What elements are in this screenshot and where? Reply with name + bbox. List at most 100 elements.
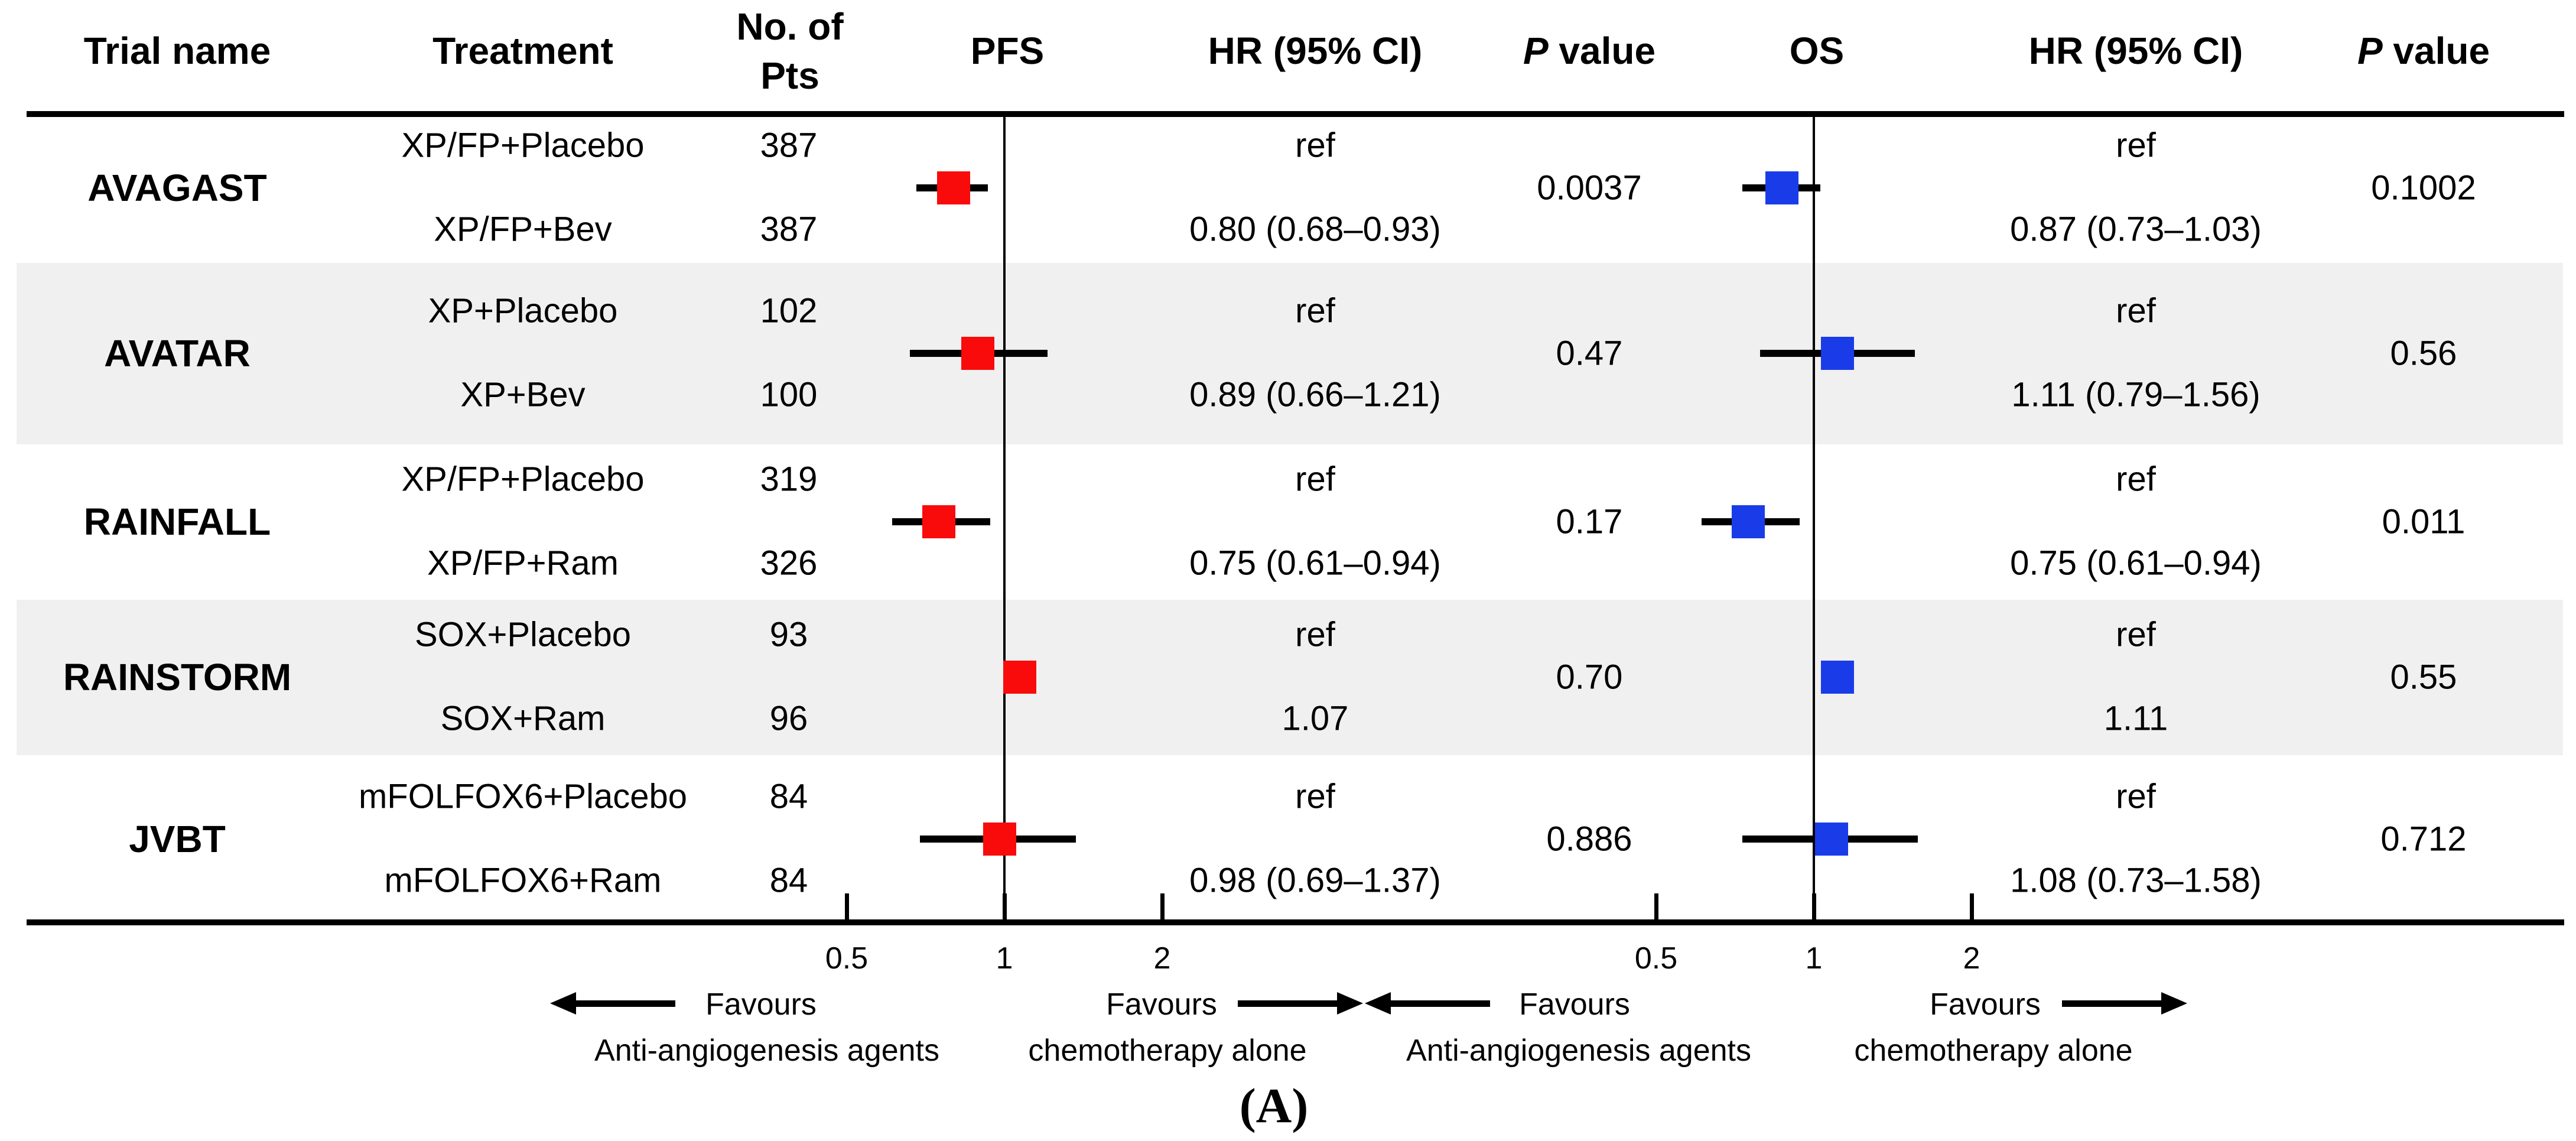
- os-point-estimate-marker: [1821, 337, 1855, 370]
- favours-right-label-os: Favours: [1930, 987, 2041, 1022]
- p-italic: P: [2357, 30, 2383, 72]
- pfs-hr-value: 0.98 (0.69–1.37): [1189, 861, 1441, 900]
- treatment-arm-control: SOX+Placebo: [415, 615, 631, 654]
- pfs-point-estimate-marker: [922, 505, 956, 538]
- os-hr-ref: ref: [2116, 291, 2156, 330]
- treatment-arm-control: XP/FP+Placebo: [401, 126, 645, 165]
- os-p-value: 0.712: [2380, 820, 2467, 859]
- favours-right-sublabel-os: chemotherapy alone: [1854, 1033, 2133, 1068]
- axis-baseline: [27, 919, 2564, 925]
- os-hr-value: 1.11 (0.79–1.56): [2011, 375, 2260, 414]
- column-header-treatment: Treatment: [432, 30, 613, 72]
- os-hr-value: 0.87 (0.73–1.03): [2010, 210, 2262, 249]
- pfs-p-value: 0.0037: [1537, 168, 1642, 207]
- n-patients-control: 387: [760, 126, 818, 165]
- n-patients-experimental: 96: [769, 699, 808, 738]
- treatment-arm-control: mFOLFOX6+Placebo: [358, 777, 688, 816]
- column-header-hr-ci-os: HR (95% CI): [2028, 30, 2243, 72]
- favours-arrow-right-pfs: [1238, 992, 1363, 1015]
- row-stripe: [17, 263, 2563, 444]
- os-hr-value: 1.08 (0.73–1.58): [2010, 861, 2262, 900]
- os-tick-mark: [1811, 893, 1816, 919]
- pfs-tick-mark: [1160, 893, 1165, 919]
- pfs-hr-value: 0.75 (0.61–0.94): [1189, 544, 1441, 583]
- header-separator-line: [27, 111, 2564, 117]
- favours-right-label-pfs: Favours: [1106, 987, 1217, 1022]
- os-point-estimate-marker: [1814, 823, 1848, 856]
- pfs-tick-mark: [844, 893, 849, 919]
- os-point-estimate-marker: [1821, 661, 1855, 694]
- os-hr-ref: ref: [2116, 615, 2156, 654]
- favours-arrow-left-pfs: [550, 992, 675, 1015]
- os-hr-ref: ref: [2116, 126, 2156, 165]
- column-header-p-value-os: P value: [2357, 29, 2490, 73]
- favours-left-sublabel-os: Anti-angiogenesis agents: [1406, 1033, 1751, 1068]
- treatment-arm-experimental: XP/FP+Bev: [434, 210, 612, 249]
- pfs-hr-value: 0.89 (0.66–1.21): [1189, 375, 1441, 414]
- p-rest: value: [2382, 30, 2490, 72]
- pfs-tick-label: 1: [996, 941, 1013, 976]
- os-hr-value: 1.11: [2103, 699, 2168, 738]
- pfs-p-value: 0.47: [1556, 334, 1623, 373]
- pfs-point-estimate-marker: [983, 823, 1017, 856]
- column-header-no-of-pts-line1: No. of: [736, 5, 844, 48]
- favours-arrow-left-os: [1365, 992, 1490, 1015]
- n-patients-experimental: 326: [760, 544, 818, 583]
- row-stripe: [17, 600, 2563, 755]
- pfs-point-estimate-marker: [961, 337, 995, 370]
- favours-left-label-os: Favours: [1519, 987, 1630, 1022]
- treatment-arm-control: XP+Placebo: [428, 291, 618, 330]
- pfs-p-value: 0.17: [1556, 502, 1623, 541]
- favours-right-sublabel-pfs: chemotherapy alone: [1028, 1033, 1307, 1068]
- p-italic: P: [1523, 30, 1549, 72]
- column-header-trial-name: Trial name: [83, 30, 271, 72]
- os-point-estimate-marker: [1732, 505, 1765, 538]
- os-tick-mark: [1654, 893, 1658, 919]
- pfs-point-estimate-marker: [937, 171, 971, 204]
- column-header-hr-ci-pfs: HR (95% CI): [1208, 30, 1423, 72]
- pfs-hr-ref: ref: [1295, 460, 1335, 499]
- n-patients-control: 319: [760, 460, 818, 499]
- os-hr-ref: ref: [2116, 777, 2156, 816]
- n-patients-control: 84: [769, 777, 808, 816]
- pfs-hr-ref: ref: [1295, 291, 1335, 330]
- pfs-tick-label: 2: [1153, 941, 1171, 976]
- os-point-estimate-marker: [1765, 171, 1799, 204]
- column-header-no-of-pts-line2: Pts: [760, 54, 819, 97]
- favours-left-label-pfs: Favours: [705, 987, 817, 1022]
- pfs-tick-label: 0.5: [825, 941, 869, 976]
- n-patients-control: 102: [760, 291, 818, 330]
- panel-label-a: (A): [1239, 1078, 1309, 1134]
- trial-name: AVAGAST: [87, 167, 267, 209]
- os-tick-label: 0.5: [1634, 941, 1678, 976]
- column-header-os: OS: [1789, 30, 1845, 72]
- os-hr-value: 0.75 (0.61–0.94): [2010, 544, 2262, 583]
- treatment-arm-control: XP/FP+Placebo: [401, 460, 645, 499]
- os-p-value: 0.011: [2382, 502, 2466, 541]
- os-p-value: 0.55: [2390, 658, 2457, 697]
- os-tick-label: 1: [1805, 941, 1823, 976]
- treatment-arm-experimental: XP/FP+Ram: [427, 544, 619, 583]
- pfs-hr-ref: ref: [1295, 126, 1335, 165]
- n-patients-experimental: 100: [760, 375, 818, 414]
- trial-name: JVBT: [129, 818, 226, 860]
- column-header-p-value-pfs: P value: [1523, 29, 1655, 73]
- pfs-tick-mark: [1002, 893, 1007, 919]
- trial-name: RAINSTORM: [63, 656, 292, 698]
- pfs-hr-value: 1.07: [1282, 699, 1349, 738]
- pfs-hr-ref: ref: [1295, 777, 1335, 816]
- column-header-pfs: PFS: [970, 30, 1045, 72]
- os-tick-mark: [1969, 893, 1974, 919]
- pfs-hr-ref: ref: [1295, 615, 1335, 654]
- os-p-value: 0.56: [2390, 334, 2457, 373]
- trial-name: AVATAR: [104, 332, 251, 375]
- os-tick-label: 2: [1963, 941, 1980, 976]
- n-patients-experimental: 387: [760, 210, 818, 249]
- pfs-hr-value: 0.80 (0.68–0.93): [1189, 210, 1441, 249]
- treatment-arm-experimental: SOX+Ram: [440, 699, 606, 738]
- n-patients-control: 93: [769, 615, 808, 654]
- os-hr-ref: ref: [2116, 460, 2156, 499]
- pfs-p-value: 0.70: [1556, 658, 1623, 697]
- trial-name: RAINFALL: [83, 500, 271, 543]
